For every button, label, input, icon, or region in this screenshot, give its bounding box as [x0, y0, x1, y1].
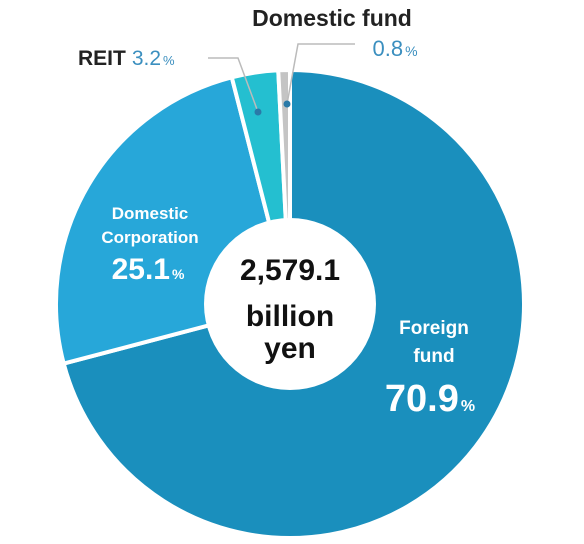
- center-unit-yen: yen: [264, 332, 316, 365]
- slice-label-foreign-fund-line1: Foreign: [399, 318, 469, 339]
- slice-value-domestic-fund: 0.8%: [372, 36, 417, 61]
- leader-dot-reit: [254, 108, 262, 116]
- leader-line-reit: [208, 57, 259, 113]
- slice-label-domestic-corporation-line2: Corporation: [101, 228, 198, 247]
- center-hole: [204, 218, 376, 390]
- center-unit-billion: billion: [246, 300, 334, 333]
- slice-value-foreign-fund: 70.9%: [385, 378, 475, 420]
- slice-label-domestic-fund: Domestic fund: [252, 5, 412, 31]
- slice-value-domestic-corporation: 25.1%: [112, 253, 185, 286]
- leader-line-domestic-fund: [286, 43, 355, 105]
- slice-label-reit: REIT 3.2%: [78, 47, 175, 70]
- leader-dot-domestic-fund: [283, 100, 291, 108]
- slice-label-domestic-corporation-line1: Domestic: [112, 204, 189, 223]
- center-total-value: 2,579.1: [240, 254, 340, 287]
- slice-label-foreign-fund-line2: fund: [413, 346, 454, 367]
